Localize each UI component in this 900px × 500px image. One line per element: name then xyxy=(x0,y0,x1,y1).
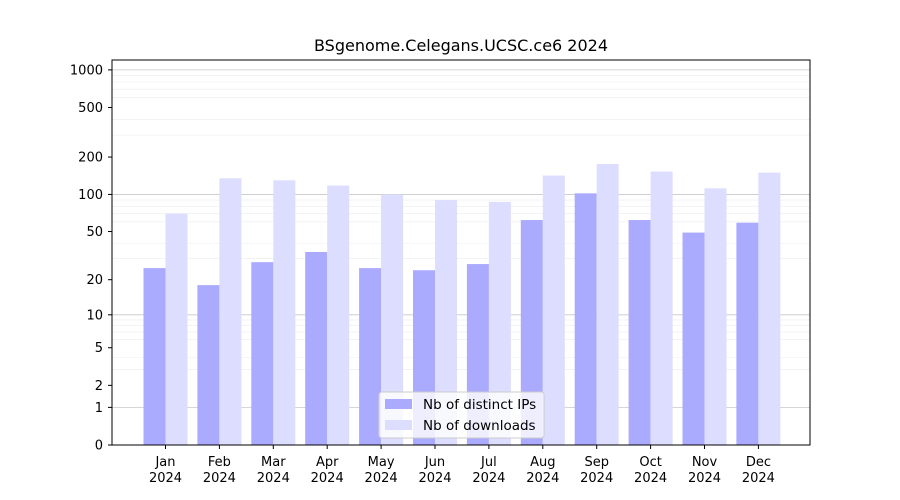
x-tick-label: Sep 2024 xyxy=(580,455,613,486)
x-tick-label: May 2024 xyxy=(365,455,398,486)
x-tick-label-line: 2024 xyxy=(580,471,613,486)
x-tick-label-line: Feb xyxy=(208,455,231,470)
x-tick-label-line: Oct xyxy=(639,455,661,470)
x-tick-label: Mar 2024 xyxy=(257,455,290,486)
legend-swatch xyxy=(385,399,412,409)
bar-distinct-ips xyxy=(251,262,274,445)
plot-frame xyxy=(111,59,811,446)
x-tick-label-line: Dec xyxy=(746,455,771,470)
x-tick-label: Jan 2024 xyxy=(149,455,182,486)
bar-distinct-ips xyxy=(359,268,382,445)
bar-downloads xyxy=(488,201,511,445)
legend-box xyxy=(378,391,545,439)
x-tick-label: Dec 2024 xyxy=(742,455,775,486)
x-tick-label-line: 2024 xyxy=(311,471,344,486)
x-tick-label: Feb 2024 xyxy=(203,455,236,486)
y-tick-label: 50 xyxy=(86,225,103,240)
bar-downloads xyxy=(650,171,673,445)
x-tick-label-line: 2024 xyxy=(149,471,182,486)
legend-swatch xyxy=(385,420,412,430)
bars xyxy=(143,163,781,445)
bar-downloads xyxy=(542,175,565,445)
x-tick-label-line: Mar xyxy=(261,455,286,470)
legend-label: Nb of distinct IPs xyxy=(423,397,536,413)
legend-label: Nb of downloads xyxy=(423,418,536,434)
x-tick-label-line: Nov xyxy=(692,455,718,470)
bar-distinct-ips xyxy=(628,220,651,445)
x-tick-label: Apr 2024 xyxy=(311,455,344,486)
x-tick-label-line: 2024 xyxy=(634,471,667,486)
bar-downloads xyxy=(327,185,350,445)
bar-downloads xyxy=(165,213,188,445)
x-tick-label-line: Jan xyxy=(154,455,175,470)
x-tick-label-line: Jun xyxy=(424,455,445,470)
bar-downloads xyxy=(435,200,457,445)
bar-distinct-ips xyxy=(574,193,597,445)
x-tick-label: Aug 2024 xyxy=(526,455,559,486)
x-tick-label-line: 2024 xyxy=(257,471,290,486)
bar-distinct-ips xyxy=(520,220,543,445)
y-tick-label: 0 xyxy=(95,439,103,454)
x-tick-label-line: Aug xyxy=(530,455,555,470)
x-tick-label: Jun 2024 xyxy=(418,455,451,486)
y-tick-label: 500 xyxy=(78,101,103,116)
x-tick-label-line: Apr xyxy=(316,455,339,470)
bar-downloads xyxy=(596,163,619,445)
x-tick-label-line: 2024 xyxy=(688,471,721,486)
bar-distinct-ips xyxy=(305,251,328,445)
y-tick-label: 1000 xyxy=(70,63,103,78)
y-tick-label: 100 xyxy=(78,188,103,203)
x-tick-label-line: 2024 xyxy=(418,471,451,486)
y-tick-label: 2 xyxy=(95,379,103,394)
legend: Nb of distinct IPs Nb of downloads xyxy=(378,391,545,439)
bar-downloads xyxy=(381,194,404,445)
x-tick-label: Nov 2024 xyxy=(688,455,721,486)
bar-downloads xyxy=(219,178,242,445)
x-tick-label-line: Sep xyxy=(584,455,609,470)
x-tick-label: Oct 2024 xyxy=(634,455,667,486)
y-tick-label: 1 xyxy=(95,401,103,416)
bar-downloads xyxy=(273,180,296,445)
y-tick-label: 10 xyxy=(86,308,103,323)
x-tick-label-line: 2024 xyxy=(203,471,236,486)
bar-downloads xyxy=(758,172,781,445)
bar-distinct-ips xyxy=(143,268,166,445)
x-tick-label-line: 2024 xyxy=(472,471,505,486)
chart-title: BSgenome.Celegans.UCSC.ce6 2024 xyxy=(314,36,608,55)
bar-downloads xyxy=(704,188,727,445)
y-tick-label: 200 xyxy=(78,151,103,166)
bar-distinct-ips xyxy=(736,222,759,445)
x-tick-label-line: 2024 xyxy=(526,471,559,486)
x-tick-label-line: 2024 xyxy=(742,471,775,486)
x-tick-label-line: Jul xyxy=(480,455,497,470)
x-tick-label: Jul 2024 xyxy=(472,455,505,486)
x-tick-label-line: May xyxy=(368,455,395,470)
y-tick-label: 20 xyxy=(86,273,103,288)
bar-distinct-ips xyxy=(197,285,220,445)
y-tick-label: 5 xyxy=(95,341,103,356)
bar-distinct-ips xyxy=(682,232,705,445)
y-axis: 0 1 2 5 10 20 50 100 200 500 1000 xyxy=(70,63,112,454)
x-tick-label-line: 2024 xyxy=(365,471,398,486)
